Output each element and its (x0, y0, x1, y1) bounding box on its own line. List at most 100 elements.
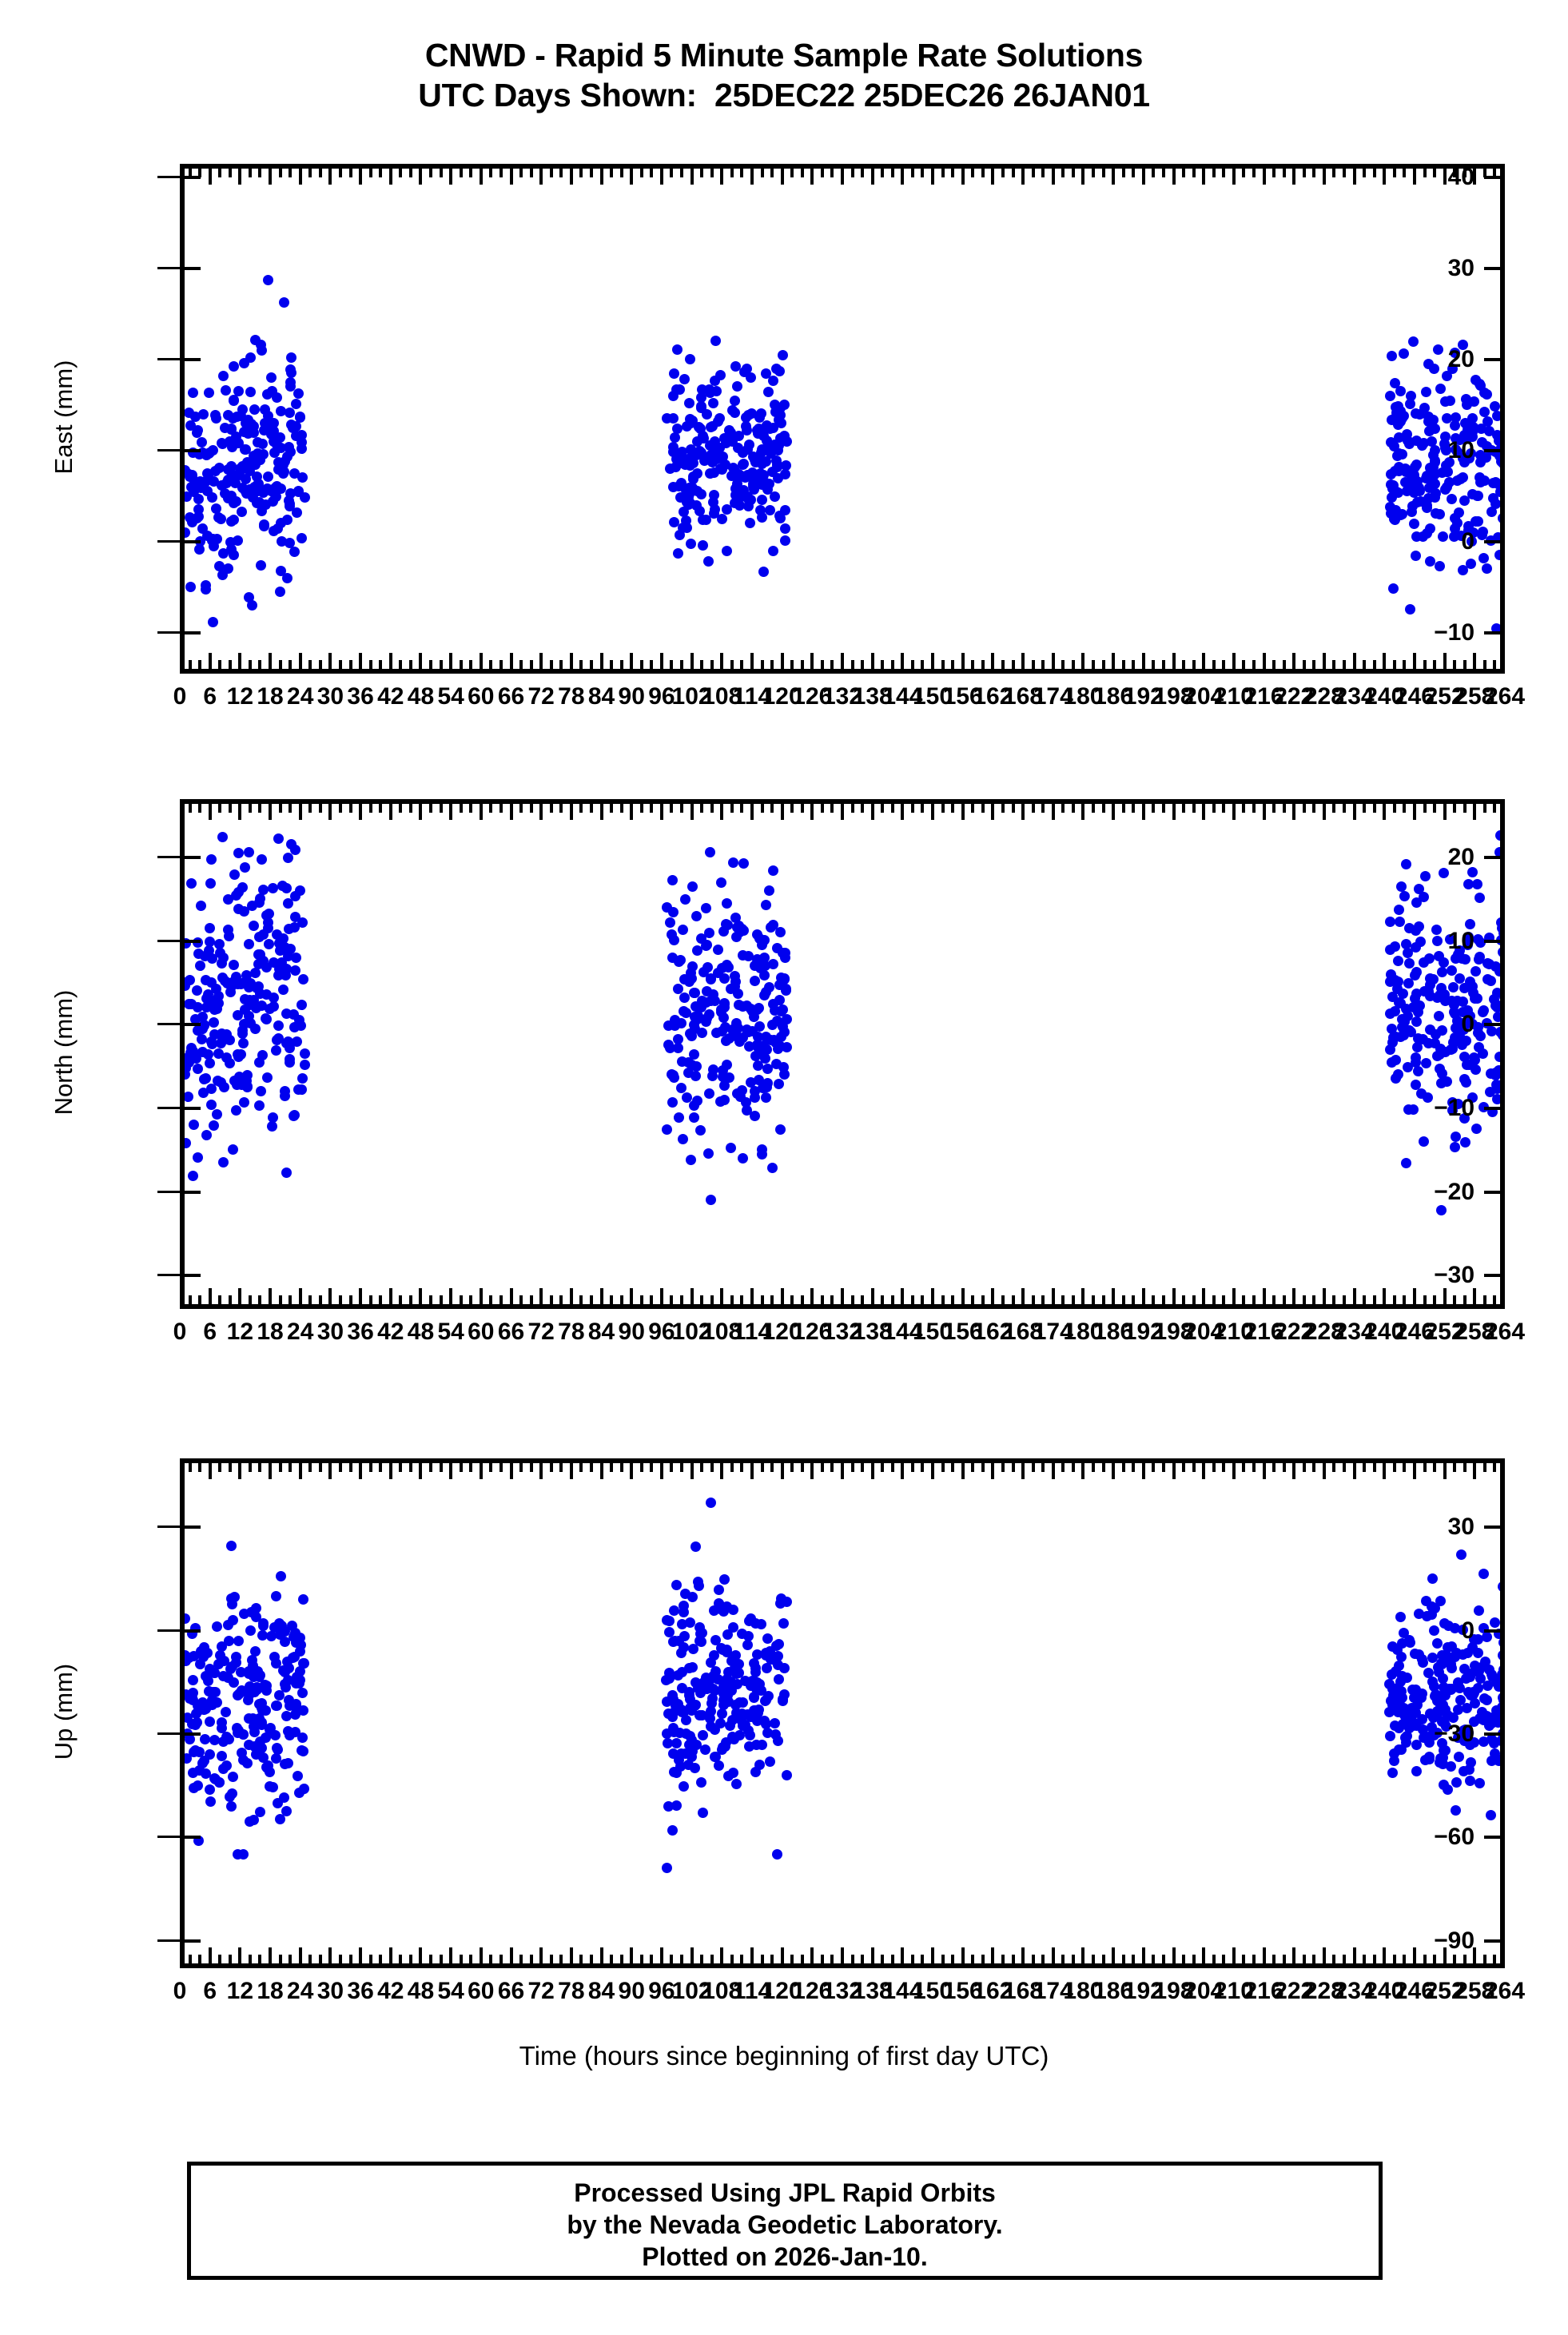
data-point (271, 392, 282, 403)
data-point (736, 471, 747, 482)
data-point (246, 600, 257, 611)
x-minor-tick (830, 804, 834, 813)
x-major-tick (630, 653, 634, 669)
data-point (282, 1036, 293, 1048)
data-point (185, 938, 191, 949)
data-point (256, 854, 267, 865)
data-point (704, 384, 715, 395)
x-major-tick (1232, 653, 1236, 669)
x-major-tick (1292, 653, 1296, 669)
x-minor-tick (368, 1295, 372, 1304)
data-point (281, 1806, 292, 1816)
x-major-tick (1021, 1288, 1025, 1304)
data-point (704, 1713, 715, 1724)
x-major-tick (1383, 169, 1387, 185)
data-point (1441, 445, 1452, 455)
data-point (1504, 396, 1506, 406)
x-minor-tick (1302, 1463, 1306, 1472)
data-point (689, 1112, 700, 1123)
x-minor-tick (1363, 1955, 1367, 1963)
x-minor-tick (258, 1463, 262, 1472)
x-minor-tick (881, 1463, 885, 1472)
data-point (672, 983, 683, 994)
data-point (205, 1749, 216, 1760)
x-minor-tick (1071, 1955, 1075, 1963)
x-minor-tick (1152, 1955, 1156, 1963)
x-minor-tick (1343, 660, 1347, 669)
data-point (713, 1585, 724, 1596)
data-point (1459, 1113, 1470, 1124)
x-minor-tick (1392, 1295, 1396, 1304)
x-minor-tick (1433, 1463, 1437, 1472)
x-major-tick (599, 1463, 603, 1479)
data-point (1502, 511, 1505, 522)
data-point (1429, 1037, 1440, 1048)
data-point (187, 1675, 198, 1686)
data-point (759, 952, 770, 963)
data-point (758, 970, 770, 981)
data-point (285, 944, 296, 955)
data-point (243, 1694, 254, 1705)
data-point (691, 911, 702, 921)
x-major-tick (630, 1463, 634, 1479)
data-point (762, 1044, 773, 1055)
data-point (268, 418, 279, 429)
data-point (1389, 1006, 1400, 1017)
data-point (1491, 623, 1500, 634)
x-major-tick (841, 169, 844, 185)
x-minor-tick (1071, 660, 1075, 669)
data-point (228, 960, 239, 971)
data-point (1501, 1094, 1505, 1104)
x-major-tick (690, 1463, 694, 1479)
data-point (717, 1071, 728, 1082)
x-minor-tick (1482, 169, 1486, 177)
data-point (1391, 504, 1402, 515)
data-point (692, 945, 702, 956)
x-major-tick (630, 804, 634, 820)
data-point (770, 1058, 782, 1069)
x-tick-label: 246 (1394, 683, 1435, 710)
x-minor-tick (890, 169, 894, 177)
data-point (238, 1019, 249, 1030)
x-major-tick (1443, 1288, 1447, 1304)
data-point (1448, 982, 1459, 992)
data-point (1387, 991, 1398, 1002)
footer-box: Processed Using JPL Rapid Orbits by the … (187, 2162, 1383, 2280)
x-tick-label: 228 (1303, 1319, 1344, 1345)
x-minor-tick (1403, 169, 1407, 177)
data-point (273, 1020, 284, 1031)
x-minor-tick (610, 1955, 614, 1963)
x-minor-tick (429, 169, 432, 177)
data-point (209, 1017, 220, 1028)
data-point (247, 901, 258, 912)
data-point (1403, 957, 1415, 969)
x-minor-tick (439, 1295, 443, 1304)
data-point (209, 1004, 220, 1016)
x-minor-tick (318, 1295, 322, 1304)
data-point (191, 985, 202, 996)
data-point (1502, 1642, 1505, 1653)
data-point (205, 1796, 216, 1808)
data-point (1492, 429, 1500, 440)
x-minor-tick (790, 660, 794, 669)
y-major-tick (1484, 630, 1500, 634)
x-tick-label: 204 (1184, 683, 1224, 710)
data-point (261, 1732, 272, 1743)
data-point (1474, 472, 1486, 483)
data-point (1419, 985, 1431, 996)
data-point (672, 424, 683, 435)
data-point (778, 1026, 790, 1037)
data-point (241, 1081, 253, 1092)
data-point (185, 1712, 193, 1724)
data-point (207, 617, 218, 628)
data-point (297, 1594, 308, 1605)
x-minor-tick (1041, 1463, 1045, 1472)
x-minor-tick (820, 1463, 824, 1472)
data-point (1442, 1784, 1453, 1796)
x-tick-label: 0 (173, 1319, 187, 1345)
x-major-tick (1322, 1463, 1326, 1479)
x-minor-tick (308, 804, 312, 813)
data-point (700, 902, 711, 913)
x-major-tick (750, 1463, 754, 1479)
x-major-tick (1202, 1288, 1206, 1304)
